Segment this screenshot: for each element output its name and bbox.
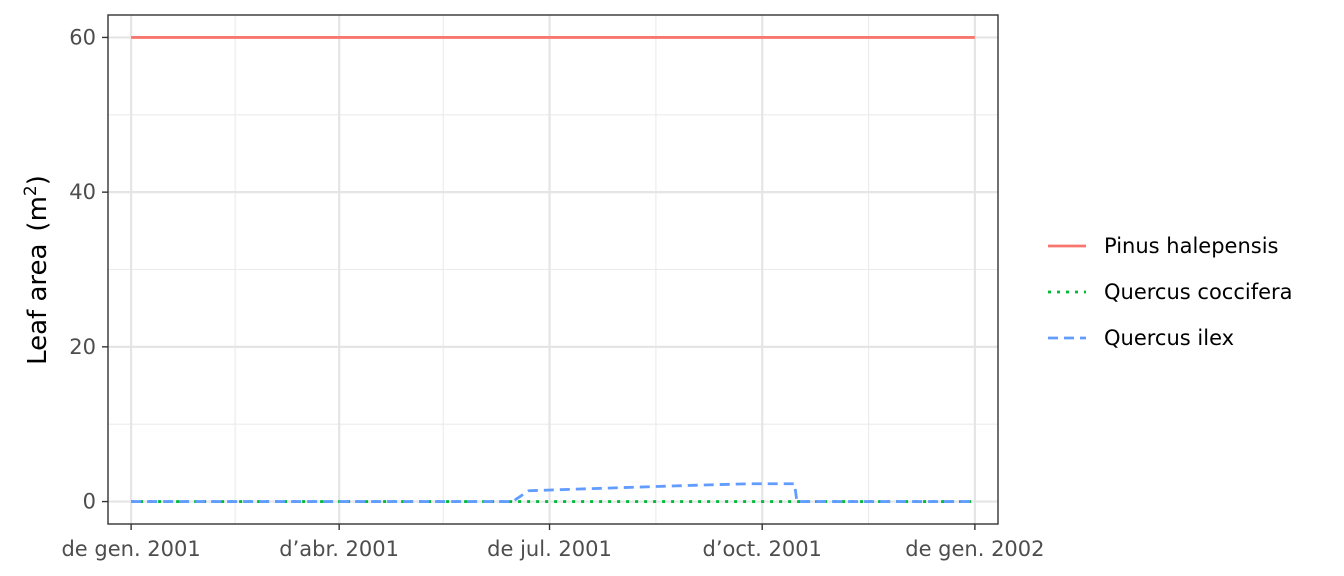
- y-axis-unit-exponent: 2: [21, 185, 41, 196]
- x-tick-label: de jul. 2001: [487, 537, 612, 561]
- y-tick-label: 20: [69, 335, 96, 359]
- series-line-2: [131, 482, 975, 503]
- legend-label-1: Quercus coccifera: [1104, 280, 1293, 304]
- y-tick-label: 40: [69, 180, 96, 204]
- series-lines: [131, 36, 975, 503]
- x-axis: de gen. 2001 d’abr. 2001 de jul. 2001 d’oct…: [61, 524, 1045, 561]
- y-tick-label: 0: [83, 490, 96, 514]
- plot-panel-border: [107, 14, 999, 525]
- legend-label-2: Quercus ilex: [1104, 326, 1234, 350]
- x-tick-label: de gen. 2001: [61, 537, 200, 561]
- y-axis-title: Leaf area (m2): [21, 175, 53, 365]
- y-axis-unit-close: ): [23, 175, 53, 185]
- legend: Pinus halepensis Quercus coccifera Quercus…: [1048, 234, 1293, 350]
- legend-label-0: Pinus halepensis: [1104, 234, 1278, 258]
- y-axis-unit-base: (m: [23, 196, 53, 231]
- x-tick-label: de gen. 2002: [905, 537, 1044, 561]
- y-axis: 0 20 40 60: [69, 25, 108, 514]
- y-tick-label: 60: [69, 25, 96, 49]
- x-tick-label: d’oct. 2001: [702, 537, 821, 561]
- y-axis-title-text: Leaf area: [23, 244, 53, 365]
- x-tick-label: d’abr. 2001: [279, 537, 399, 561]
- minor-gridlines: [108, 15, 998, 524]
